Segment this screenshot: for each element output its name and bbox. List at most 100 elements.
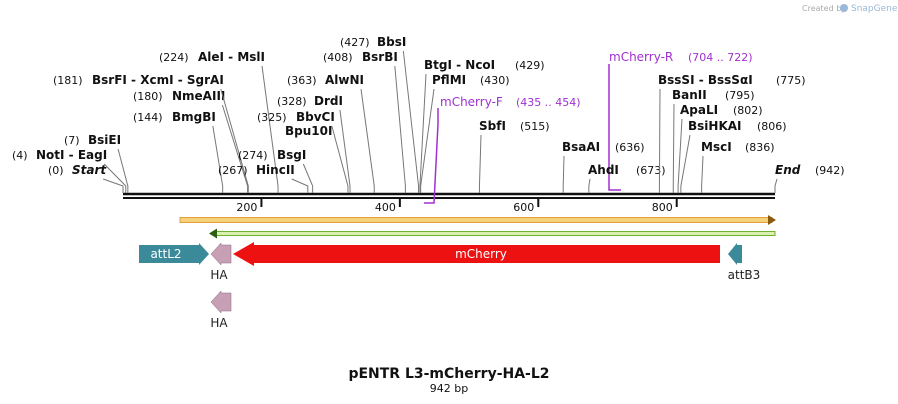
feature-label: HA xyxy=(210,268,228,282)
site-name: BmgBI xyxy=(172,110,216,124)
site-name: AhdI xyxy=(588,163,619,177)
feature-label: attL2 xyxy=(150,247,181,261)
site-name: BsiHKAI xyxy=(688,119,742,133)
site-position: (144) xyxy=(133,111,163,124)
orf-arrow xyxy=(768,215,776,225)
site-name: HincII xyxy=(256,163,295,177)
ruler-label: 400 xyxy=(375,201,396,214)
primer-range: (435 .. 454) xyxy=(516,96,581,109)
site-name: MscI xyxy=(701,140,732,154)
primer-name: mCherry-F xyxy=(440,95,503,109)
ruler-label: 200 xyxy=(236,201,257,214)
site-position: (636) xyxy=(615,141,645,154)
site-position: (325) xyxy=(257,111,287,124)
site-position: (0) xyxy=(48,164,64,177)
site-position: (836) xyxy=(745,141,775,154)
primer-name: mCherry-R xyxy=(609,50,673,64)
site-position: (427) xyxy=(340,36,370,49)
orf-bar xyxy=(212,231,776,236)
site-line xyxy=(102,178,124,193)
site-line xyxy=(588,178,591,193)
site-name: NotI - EagI xyxy=(36,148,107,162)
site-name: BsrFI - XcmI - SgrAI xyxy=(92,73,224,87)
site-name: ApaLI xyxy=(680,103,718,117)
site-name: BsaAI xyxy=(562,140,600,154)
feature-label: attB3 xyxy=(728,268,761,282)
ruler-label: 600 xyxy=(513,201,534,214)
orf-bar xyxy=(179,217,773,223)
site-position: (429) xyxy=(515,59,545,72)
site-position: (408) xyxy=(323,51,353,64)
map-length: 942 bp xyxy=(430,382,468,395)
site-name: SbfI xyxy=(479,119,506,133)
feature-mcherry xyxy=(233,242,720,266)
site-name: AleI - MslI xyxy=(198,50,265,64)
site-line xyxy=(221,104,249,193)
site-name: BtgI - NcoI xyxy=(424,58,495,72)
credit-logo xyxy=(840,4,848,12)
site-line xyxy=(419,73,427,193)
feature-attL2 xyxy=(139,243,209,265)
site-position: (181) xyxy=(53,74,83,87)
site-name: BsiEI xyxy=(88,133,121,147)
site-line xyxy=(478,134,482,193)
site-position: (673) xyxy=(636,164,666,177)
site-line xyxy=(677,118,683,193)
site-line xyxy=(302,163,314,193)
site-line xyxy=(672,103,675,193)
site-line xyxy=(420,88,435,193)
site-position: (942) xyxy=(815,164,845,177)
site-line xyxy=(701,155,704,193)
site-name: End xyxy=(775,163,801,177)
feature-ha xyxy=(210,290,232,314)
primer-range: (704 .. 722) xyxy=(688,51,753,64)
site-line xyxy=(360,88,375,193)
feature-ha xyxy=(210,242,232,266)
site-position: (4) xyxy=(12,149,28,162)
site-name: NmeAIII xyxy=(172,89,225,103)
orf-arrow xyxy=(209,228,217,239)
site-line xyxy=(680,134,691,193)
site-name: BsgI xyxy=(277,148,306,162)
site-name: BanII xyxy=(672,88,707,102)
site-name: BbsI xyxy=(377,35,406,49)
credit-prefix: Created by xyxy=(802,4,846,13)
site-name: DrdI xyxy=(314,94,343,108)
site-position: (363) xyxy=(287,74,317,87)
site-position: (430) xyxy=(480,74,510,87)
site-position: (274) xyxy=(238,149,268,162)
feature-label: HA xyxy=(210,316,228,330)
feature-attb3 xyxy=(728,243,742,265)
credit-brand: SnapGene xyxy=(851,4,898,14)
map-title: pENTR L3-mCherry-HA-L2 xyxy=(348,366,549,382)
site-position: (224) xyxy=(159,51,189,64)
site-line xyxy=(774,178,778,193)
site-line xyxy=(658,88,661,193)
site-name: PflMI xyxy=(432,73,466,87)
site-line xyxy=(212,125,224,193)
site-position: (180) xyxy=(133,90,163,103)
site-position: (806) xyxy=(757,120,787,133)
site-line xyxy=(261,65,279,193)
ruler-label: 800 xyxy=(652,201,673,214)
feature-label: mCherry xyxy=(455,247,507,261)
site-position: (328) xyxy=(277,95,307,108)
site-position: (515) xyxy=(520,120,550,133)
site-line xyxy=(103,163,127,193)
site-position: (802) xyxy=(733,104,763,117)
site-line xyxy=(117,148,129,193)
site-line xyxy=(402,50,420,193)
site-name: BsrBI xyxy=(362,50,398,64)
primer-line xyxy=(608,64,621,191)
site-name: Bpu10I xyxy=(285,124,332,138)
site-line xyxy=(394,65,406,193)
site-name: BssSI - BssSαI xyxy=(658,73,753,87)
site-name: BbvCI xyxy=(296,110,335,124)
site-line xyxy=(291,178,309,193)
site-position: (267) xyxy=(218,164,248,177)
primer-line xyxy=(424,108,439,204)
site-position: (7) xyxy=(64,134,80,147)
site-line xyxy=(562,155,565,193)
site-position: (795) xyxy=(725,89,755,102)
